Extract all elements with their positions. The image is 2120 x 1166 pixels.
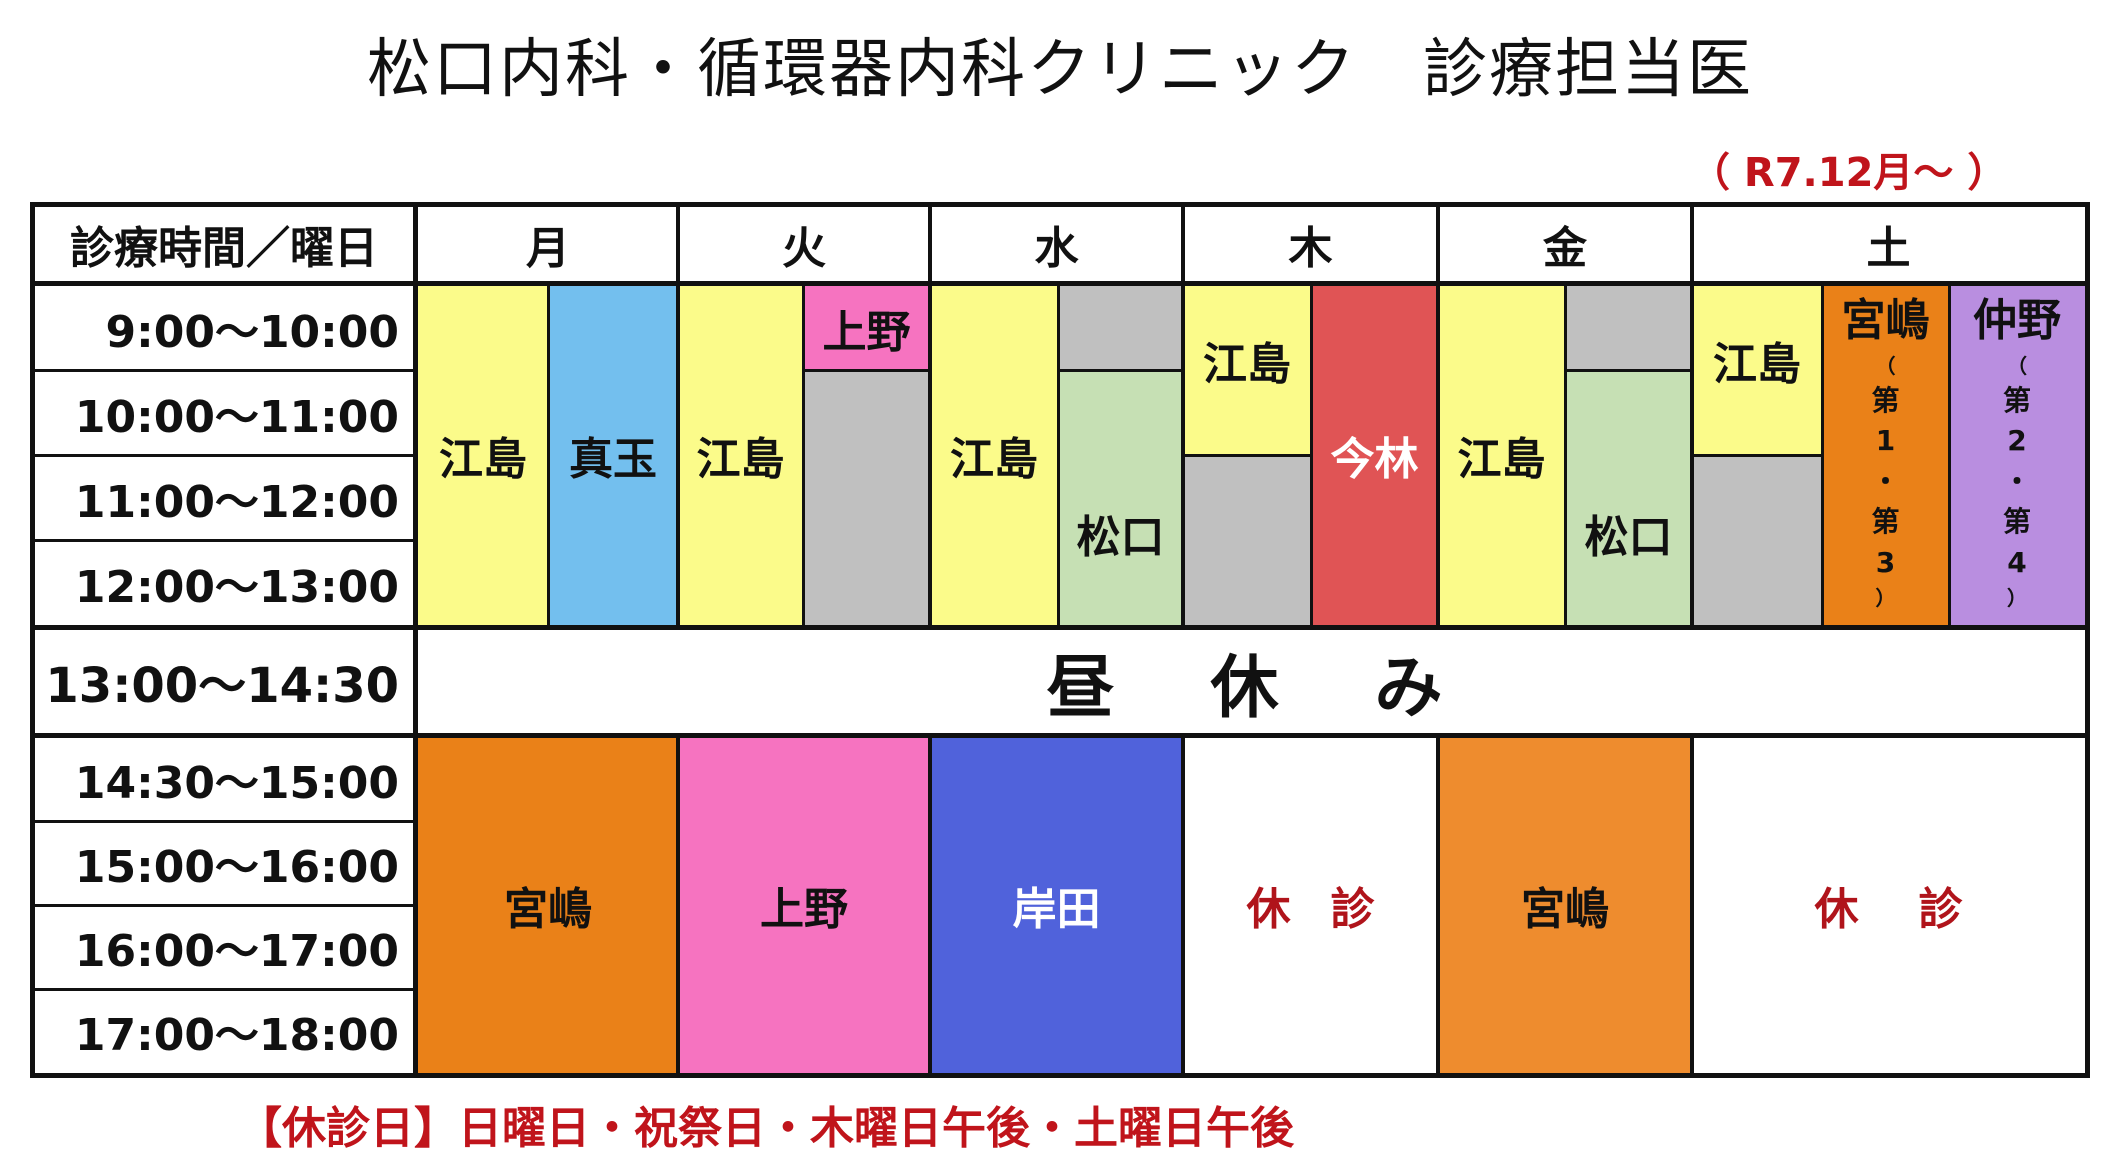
grid-line [35,369,413,372]
cell-thu-am-1: 江島 [1183,285,1311,455]
day-header-fri: 金 [1543,223,1587,274]
grid-line [35,625,2085,630]
cell-wed-am-empty [1058,285,1183,370]
grid-line [1181,207,1185,629]
cell-wed-pm: 岸田 [930,737,1183,1073]
time-label: 10:00〜11:00 [74,391,399,443]
sat-note-char: 第 [1871,505,1900,539]
lunch-time-label: 13:00〜14:30 [45,658,399,714]
time-label: 12:00〜13:00 [74,561,399,613]
cell-sat-am-empty [1692,455,1822,625]
sat-note-char: ・ [1871,464,1900,498]
time-label: 11:00〜12:00 [74,476,399,528]
grid-line [1565,369,1692,372]
sat-note-char: ・ [2002,464,2031,498]
page-title: 松口内科・循環器内科クリニック 診療担当医 [367,33,1753,107]
grid-line [676,733,680,1073]
grid-line [1436,207,1440,629]
cell-thu-am-2: 今林 [1311,285,1438,625]
sat-am-2-name: 宮嶋 [1841,295,1930,347]
cell-thu-pm: 休診 [1183,737,1438,1073]
grid-line [1692,454,1822,457]
time-label: 14:30〜15:00 [74,758,399,809]
sat-note-char: 1 [1875,424,1896,458]
sat-note-char: 第 [2002,383,2031,417]
cell-thu-am-empty [1183,455,1311,625]
cell-fri-am-1: 江島 [1438,285,1565,625]
grid-line [35,733,2085,738]
day-header-wed: 水 [1034,223,1079,274]
sat-note-char: 2 [2007,424,2027,458]
grid-line [35,988,413,991]
cell-sat-pm: 休診 [1692,737,2085,1073]
time-label: 17:00〜18:00 [74,1010,399,1061]
grid-line [35,904,413,907]
cell-sat-am-1: 江島 [1692,285,1822,455]
cell-tue-am-empty [803,370,930,625]
time-label: 9:00〜10:00 [105,306,400,358]
grid-line [802,285,805,625]
time-label: 15:00〜16:00 [74,842,399,893]
grid-line [35,820,413,823]
grid-line [1948,285,1951,625]
cell-mon-am-1: 江島 [418,285,548,625]
grid-line [1057,285,1060,625]
grid-line [413,207,418,1073]
grid-line [1821,285,1824,625]
cell-mon-am-2: 真玉 [548,285,678,625]
sat-am-3-name: 仲野 [1973,295,2061,347]
cell-mon-pm: 宮嶋 [418,737,678,1073]
grid-line [547,285,550,625]
cell-sat-am-3: 仲野 （ 第 2 ・ 第 4 ） [1949,285,2085,625]
sat-am-3-note: （ 第 2 ・ 第 4 ） [2002,353,2031,610]
lunch-break-label: 昼 休 み [1046,648,1457,728]
cell-tue-am-2: 上野 [803,285,930,370]
day-header-mon: 月 [526,223,570,274]
sat-note-char: 4 [2007,546,2027,580]
cell-wed-am-1: 江島 [930,285,1058,625]
grid-line [676,207,680,629]
grid-line [35,539,413,542]
day-header-thu: 木 [1288,223,1333,274]
cell-wed-am-2: 松口 [1058,370,1183,625]
sat-note-char: 3 [1875,546,1896,580]
effective-date-note: （ R7.12月〜 ） [1690,150,2008,196]
grid-line [1058,369,1183,372]
grid-line [1181,733,1185,1073]
schedule-table: 江島 真玉 江島 上野 江島 松口 江島 今林 江島 松口 江島 宮嶋 （ 第 … [30,202,2090,1078]
cell-tue-pm: 上野 [678,737,930,1073]
grid-line [1690,207,1694,629]
corner-header: 診療時間／曜日 [70,223,378,274]
sat-note-char: 第 [2002,505,2031,539]
day-header-sat: 土 [1866,223,1911,274]
sat-note-char: 第 [1871,383,1900,417]
grid-line [1436,733,1440,1073]
cell-sat-am-2: 宮嶋 （ 第 1 ・ 第 3 ） [1822,285,1949,625]
cell-tue-am-1: 江島 [678,285,803,625]
cell-fri-am-empty [1565,285,1692,370]
closed-days-note: 【休診日】日曜日・祝祭日・木曜日午後・土曜日午後 [238,1103,1294,1154]
grid-line [1183,454,1311,457]
grid-line [35,281,2085,286]
grid-line [1564,285,1567,625]
grid-line [928,733,932,1073]
cell-fri-am-2: 松口 [1565,370,1692,625]
grid-line [928,207,932,629]
time-label: 16:00〜17:00 [74,926,399,977]
sat-am-2-note: （ 第 1 ・ 第 3 ） [1871,353,1900,610]
grid-line [1310,285,1313,625]
day-header-tue: 火 [782,223,826,274]
grid-line [35,454,413,457]
cell-fri-pm: 宮嶋 [1438,737,1692,1073]
grid-line [803,369,930,372]
grid-line [1690,733,1694,1073]
